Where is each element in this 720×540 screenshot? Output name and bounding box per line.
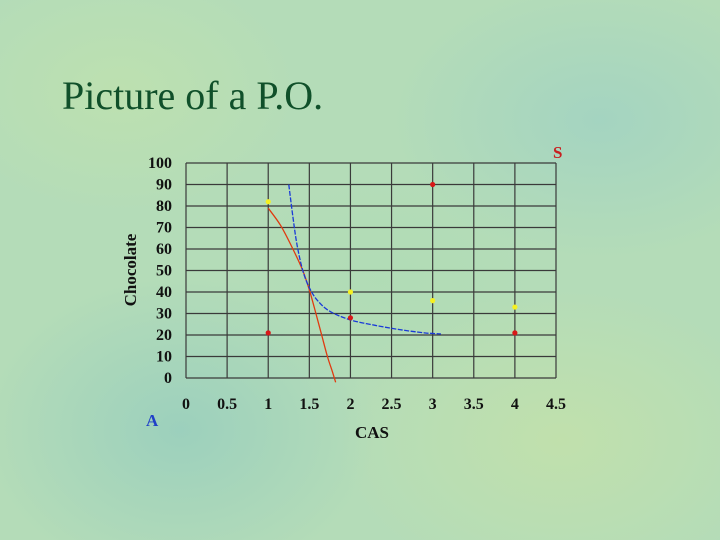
data-point [512, 330, 518, 336]
x-tick-label: 1.5 [299, 396, 319, 413]
y-tick-label: 80 [156, 198, 172, 215]
x-tick-label: 3 [429, 396, 437, 413]
x-tick-label: 0.5 [217, 396, 237, 413]
data-point [265, 330, 271, 336]
data-point [265, 199, 271, 205]
x-tick-label: 0 [182, 396, 190, 413]
slide-title: Picture of a P.O. [62, 73, 324, 118]
x-tick-label: 2 [346, 396, 354, 413]
y-tick-label: 100 [148, 155, 172, 172]
y-tick-label: 50 [156, 263, 172, 280]
y-tick-label: 0 [164, 370, 172, 387]
x-tick-label: 4.5 [546, 396, 566, 413]
tick-labels: 0 10 20 30 40 50 60 70 80 90 100 0 0.5 1 1.5 2 2.5 3 3.5 4 4… [148, 155, 566, 413]
series-line-2 [288, 184, 441, 335]
x-tick-label: 2.5 [382, 396, 402, 413]
x-axis-label: CAS [355, 423, 389, 442]
grid-lines [185, 162, 557, 379]
x-tick-label: 4 [511, 396, 519, 413]
corner-label-top-right: S [553, 143, 562, 162]
data-points [265, 181, 518, 336]
y-tick-label: 20 [156, 327, 172, 344]
y-tick-label: 30 [156, 306, 172, 323]
y-tick-label: 40 [156, 284, 172, 301]
y-tick-label: 10 [156, 349, 172, 366]
x-tick-label: 1 [264, 396, 272, 413]
y-tick-label: 60 [156, 241, 172, 258]
data-point [347, 315, 354, 321]
y-tick-label: 70 [156, 220, 172, 237]
series-lines [267, 184, 441, 383]
y-axis-label: Chocolate [121, 233, 140, 306]
data-point [347, 289, 354, 295]
corner-label-bottom-left: A [146, 411, 159, 430]
data-point [512, 304, 518, 310]
data-point [430, 181, 436, 188]
x-tick-label: 3.5 [464, 396, 484, 413]
y-tick-label: 90 [156, 177, 172, 194]
series-line-1 [267, 207, 337, 383]
data-point [430, 298, 436, 304]
